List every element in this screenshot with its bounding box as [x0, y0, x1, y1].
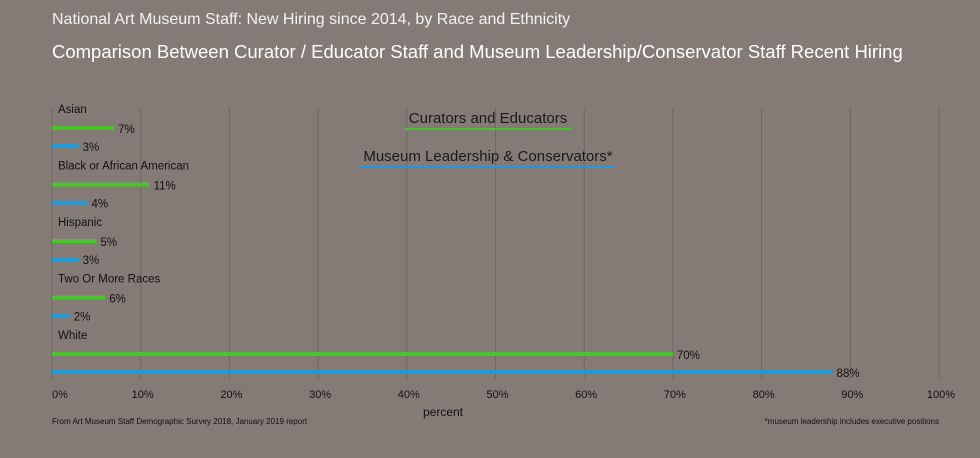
legend: Curators and Educators Museum Leadership… [360, 110, 613, 168]
source-note: From Art Museum Staff Demographic Survey… [52, 417, 308, 426]
x-tick-label: 90% [841, 389, 863, 401]
x-axis: 0% 10% 20% 30% 40% 50% 60% 70% 80% 90% 100% percent [52, 389, 955, 419]
value-label: 4% [91, 199, 108, 211]
bar-curators [52, 182, 150, 187]
grid-lines [51, 108, 940, 379]
x-tick-label: 20% [220, 389, 242, 401]
x-tick-label: 70% [664, 389, 686, 401]
x-tick-label: 60% [575, 389, 597, 401]
value-label: 3% [83, 255, 100, 267]
category-label: Black or African American [58, 161, 189, 173]
x-tick-label: 80% [753, 389, 775, 401]
category-label: White [58, 330, 87, 342]
bar-curators [52, 126, 115, 130]
x-tick-label: 100% [927, 389, 955, 401]
bar-curators [52, 239, 97, 243]
bar-leadership [52, 370, 833, 374]
bar-curators [52, 295, 106, 300]
bar-leadership [52, 144, 79, 148]
x-tick-label: 40% [398, 389, 420, 401]
value-label: 6% [109, 294, 126, 306]
category-label: Hispanic [58, 217, 102, 229]
value-label: 88% [837, 368, 860, 380]
value-label: 2% [74, 312, 91, 324]
bar-leadership [52, 313, 70, 318]
bar-leadership [52, 257, 79, 261]
value-label: 3% [83, 142, 100, 154]
value-label: 7% [118, 124, 135, 136]
category-label: Asian [58, 104, 87, 116]
x-tick-label: 50% [486, 389, 508, 401]
bars [52, 126, 833, 374]
value-label: 5% [100, 237, 117, 249]
chart-title: National Art Museum Staff: New Hiring si… [52, 11, 571, 28]
bar-leadership [52, 200, 88, 205]
labels: Asian 7% 3% Black or African American 11% 4% H… [58, 104, 860, 380]
value-label: 11% [154, 181, 176, 193]
x-axis-title: percent [423, 405, 464, 419]
x-tick-label: 0% [52, 389, 68, 401]
chart-subtitle: Comparison Between Curator / Educator St… [52, 41, 903, 62]
x-tick-label: 30% [309, 389, 331, 401]
x-tick-label: 10% [132, 389, 154, 401]
value-label: 70% [677, 350, 700, 362]
footnote: *museum leadership includes executive po… [764, 417, 939, 426]
legend-entry-leadership: Museum Leadership & Conservators* [363, 148, 612, 165]
bar-curators [52, 352, 673, 356]
legend-entry-curators: Curators and Educators [409, 110, 567, 127]
category-label: Two Or More Races [58, 274, 160, 286]
